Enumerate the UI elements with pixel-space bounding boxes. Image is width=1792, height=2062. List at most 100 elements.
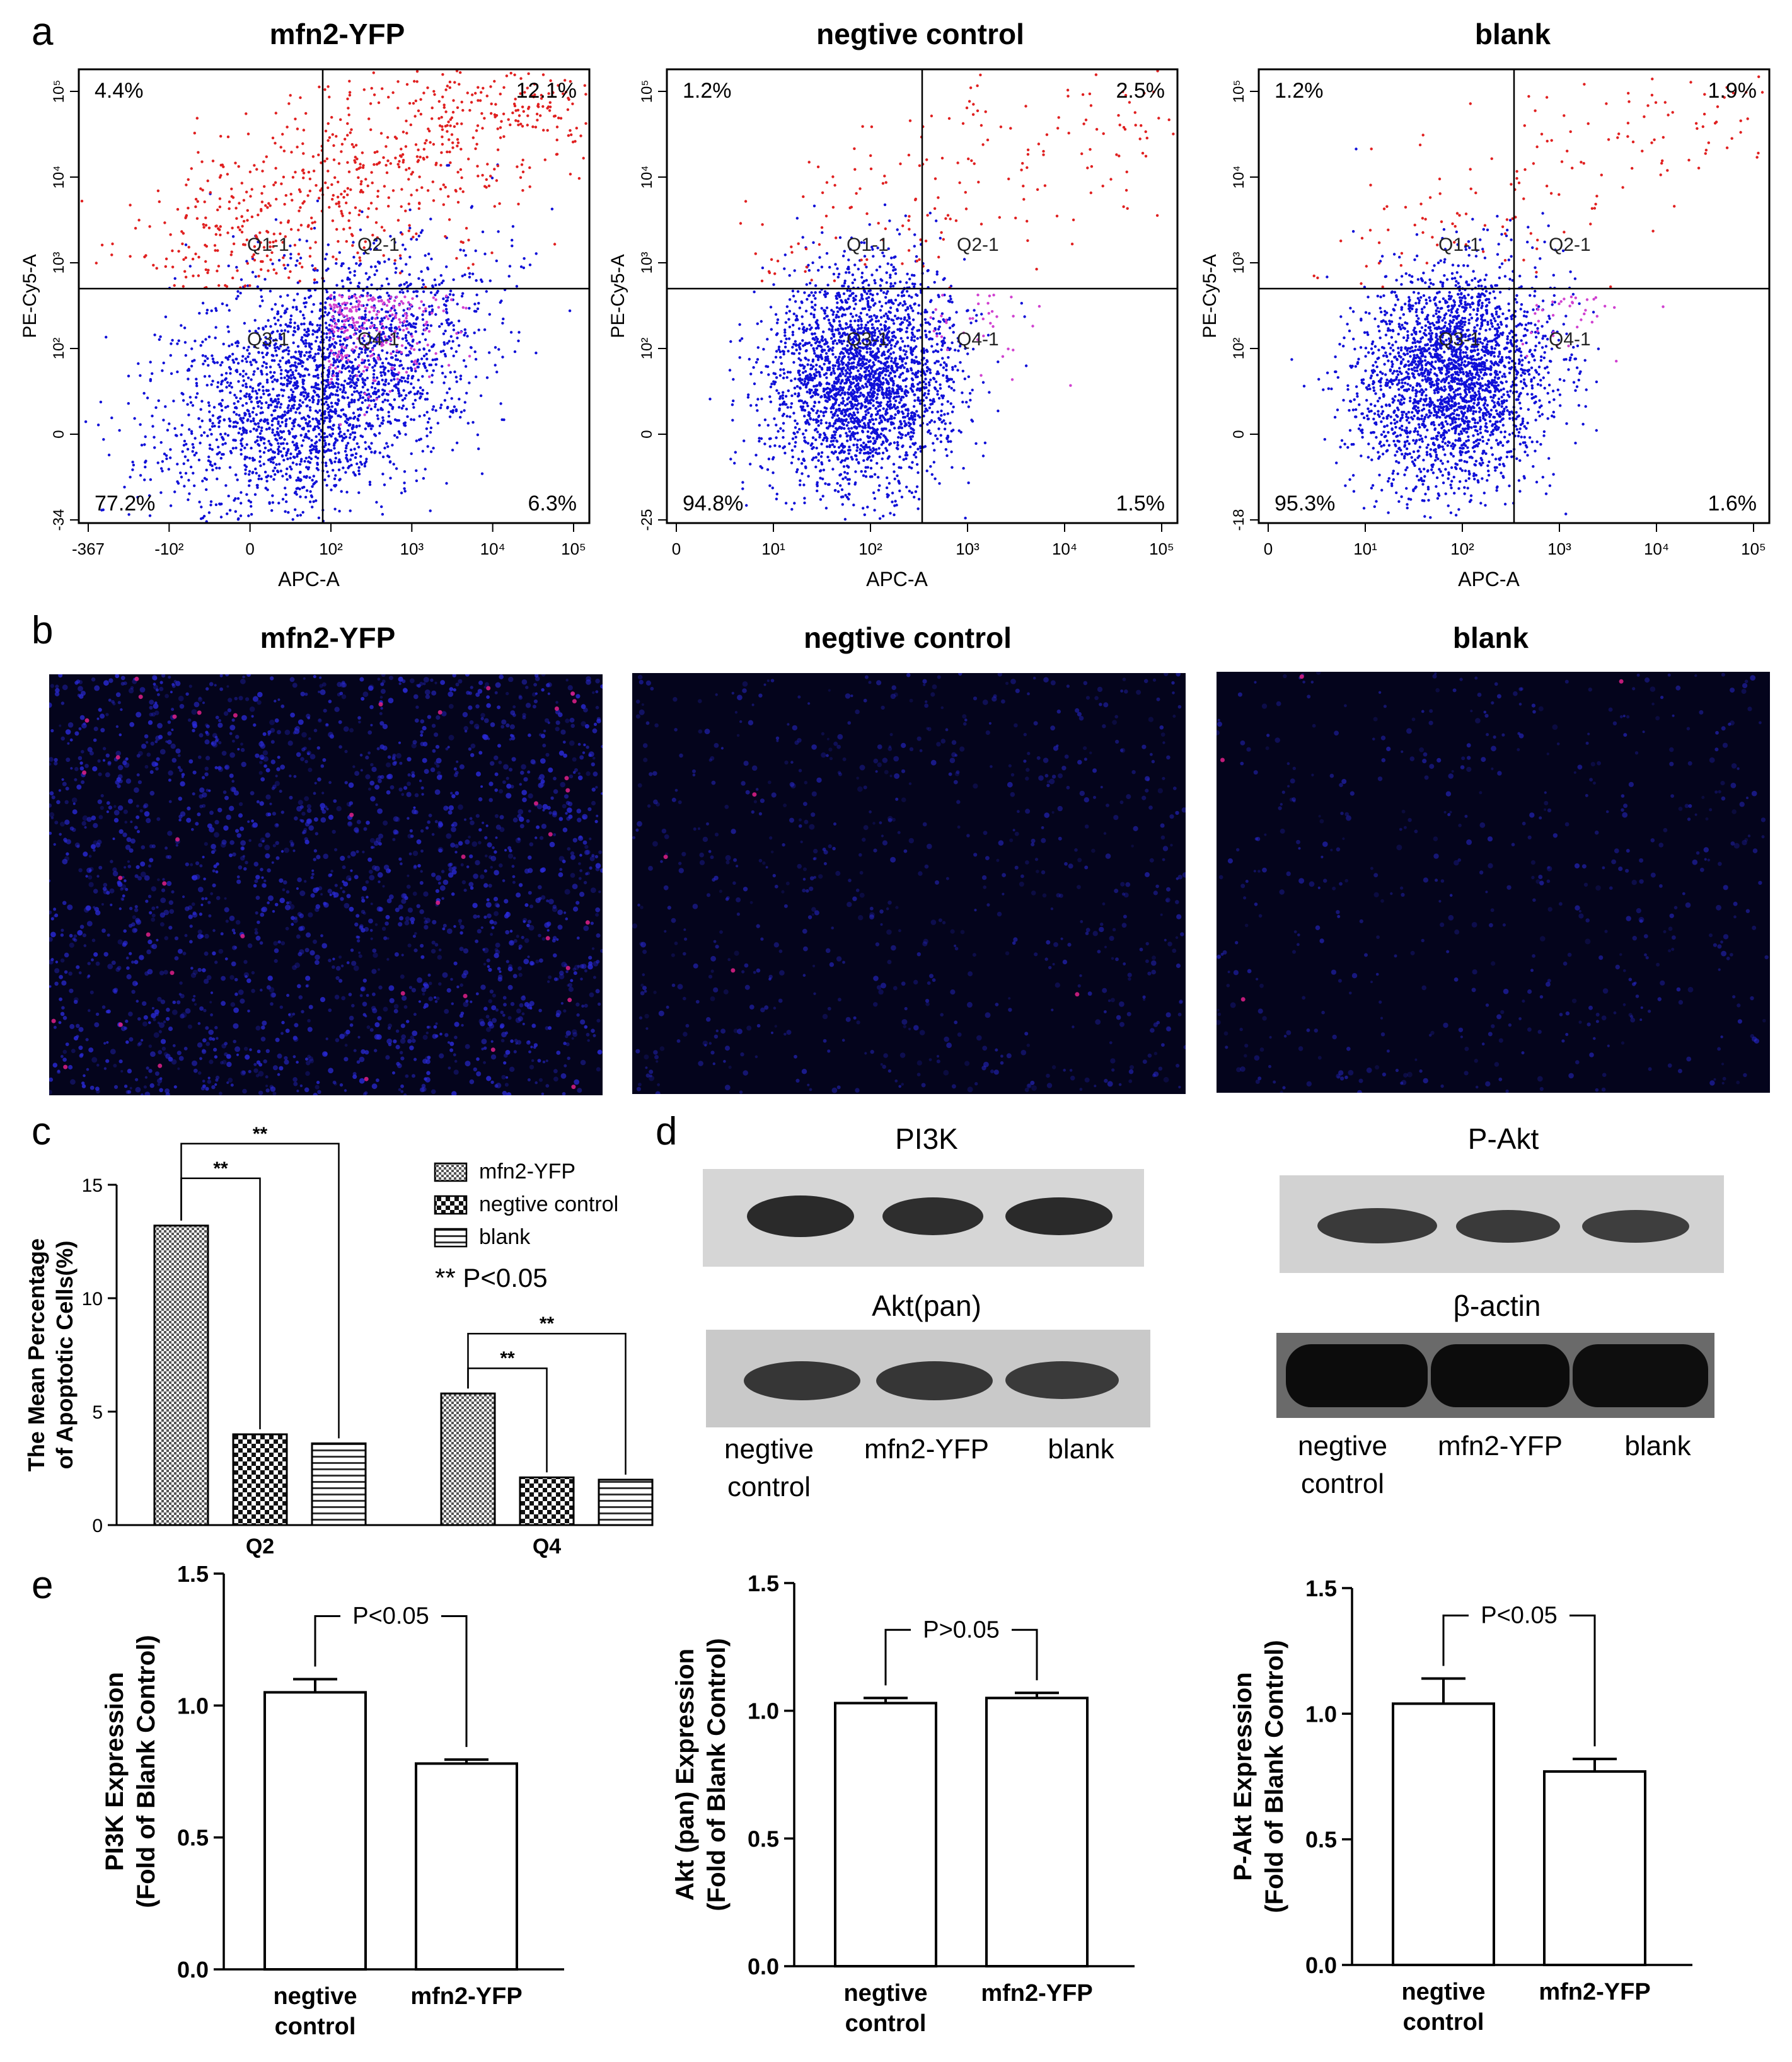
blue-event-dot xyxy=(369,427,373,430)
blue-event-dot xyxy=(247,473,251,476)
blue-event-dot xyxy=(463,273,466,277)
red-event-dot xyxy=(427,127,430,130)
blue-event-dot xyxy=(277,420,280,423)
red-event-dot xyxy=(260,192,263,195)
blue-event-dot xyxy=(191,404,195,407)
blue-event-dot xyxy=(801,322,804,326)
blue-event-dot xyxy=(389,460,392,463)
blue-event-dot xyxy=(809,282,812,285)
blue-event-dot xyxy=(790,402,794,405)
magenta-event-dot xyxy=(408,308,411,311)
blue-event-dot xyxy=(269,460,273,463)
blue-event-dot xyxy=(296,328,300,331)
magenta-event-dot xyxy=(345,319,348,322)
blue-event-dot xyxy=(381,512,384,516)
blue-event-dot xyxy=(393,398,396,401)
blue-event-dot xyxy=(267,458,270,461)
red-event-dot xyxy=(337,162,341,165)
magenta-event-dot xyxy=(349,308,352,311)
blue-event-dot xyxy=(274,417,277,420)
blue-event-dot xyxy=(350,463,353,467)
red-event-dot xyxy=(582,156,585,160)
red-event-dot xyxy=(346,187,349,190)
blue-event-dot xyxy=(413,393,417,396)
blue-event-dot xyxy=(246,408,249,412)
blue-event-dot xyxy=(905,350,908,354)
blue-event-dot xyxy=(267,403,270,407)
red-event-dot xyxy=(449,118,452,121)
blue-event-dot xyxy=(338,339,342,343)
red-event-dot xyxy=(226,135,230,139)
blue-event-dot xyxy=(219,516,223,519)
red-event-dot xyxy=(236,226,240,229)
blue-event-dot xyxy=(294,387,297,390)
blue-event-dot xyxy=(293,444,296,447)
blue-event-dot xyxy=(295,366,298,369)
blue-event-dot xyxy=(370,442,373,445)
magenta-event-dot xyxy=(358,316,361,319)
magenta-event-dot xyxy=(341,355,344,359)
blue-event-dot xyxy=(355,262,358,265)
blue-event-dot xyxy=(176,342,179,345)
red-event-dot xyxy=(467,267,470,270)
magenta-event-dot xyxy=(377,338,380,341)
blue-event-dot xyxy=(236,518,240,521)
red-event-dot xyxy=(402,130,405,134)
blue-event-dot xyxy=(331,381,334,384)
blue-event-dot xyxy=(372,399,376,402)
blue-event-dot xyxy=(853,357,856,360)
magenta-event-dot xyxy=(340,312,343,315)
magenta-event-dot xyxy=(356,321,359,324)
blue-event-dot xyxy=(293,377,297,380)
blue-event-dot xyxy=(344,471,347,474)
blue-event-dot xyxy=(211,448,214,451)
magenta-event-dot xyxy=(372,379,375,382)
blue-event-dot xyxy=(283,376,286,379)
blue-event-dot xyxy=(192,446,195,449)
blue-event-dot xyxy=(301,510,304,514)
blue-event-dot xyxy=(186,403,189,406)
blue-event-dot xyxy=(896,294,900,297)
blue-event-dot xyxy=(359,394,362,397)
blue-event-dot xyxy=(357,472,361,476)
magenta-event-dot xyxy=(391,367,395,370)
magenta-event-dot xyxy=(402,302,405,305)
blue-event-dot xyxy=(474,249,477,253)
red-event-dot xyxy=(434,163,437,166)
magenta-event-dot xyxy=(371,348,374,352)
blue-event-dot xyxy=(386,338,390,342)
blue-event-dot xyxy=(906,272,909,275)
blue-event-dot xyxy=(325,400,328,404)
red-event-dot xyxy=(456,122,459,125)
blue-event-dot xyxy=(265,378,269,382)
blue-event-dot xyxy=(775,321,779,325)
red-event-dot xyxy=(444,88,448,91)
blue-event-dot xyxy=(754,403,758,407)
blue-event-dot xyxy=(297,362,300,366)
blue-event-dot xyxy=(237,380,240,383)
blue-event-dot xyxy=(274,338,277,342)
blue-event-dot xyxy=(169,456,172,459)
blue-event-dot xyxy=(886,403,889,406)
red-event-dot xyxy=(426,86,429,89)
blue-event-dot xyxy=(860,294,864,297)
blue-event-dot xyxy=(939,383,942,386)
blue-event-dot xyxy=(790,449,794,452)
red-event-dot xyxy=(254,234,258,238)
blue-event-dot xyxy=(318,317,321,320)
blue-event-dot xyxy=(385,442,388,445)
blue-event-dot xyxy=(915,410,918,413)
blue-event-dot xyxy=(149,379,152,383)
red-event-dot xyxy=(348,211,351,215)
blue-event-dot xyxy=(358,263,361,267)
blue-event-dot xyxy=(102,438,105,441)
red-event-dot xyxy=(332,158,336,161)
blue-event-dot xyxy=(899,323,902,326)
blue-event-dot xyxy=(500,418,504,422)
red-event-dot xyxy=(204,268,207,272)
blue-event-dot xyxy=(258,419,262,423)
blue-event-dot xyxy=(325,416,328,419)
blue-event-dot xyxy=(517,331,521,334)
blue-event-dot xyxy=(442,297,445,301)
blue-event-dot xyxy=(279,359,282,362)
